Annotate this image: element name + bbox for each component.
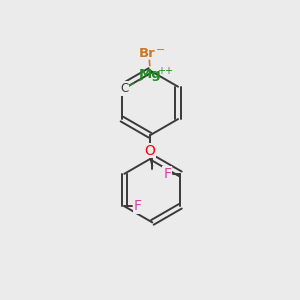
Text: F: F [134, 199, 142, 213]
Text: F: F [163, 167, 171, 181]
Text: −: − [155, 45, 165, 55]
Text: Br: Br [139, 46, 155, 60]
Text: ++: ++ [157, 66, 173, 76]
Text: O: O [145, 144, 155, 158]
Text: Mg: Mg [139, 68, 161, 81]
Text: C: C [120, 82, 128, 95]
